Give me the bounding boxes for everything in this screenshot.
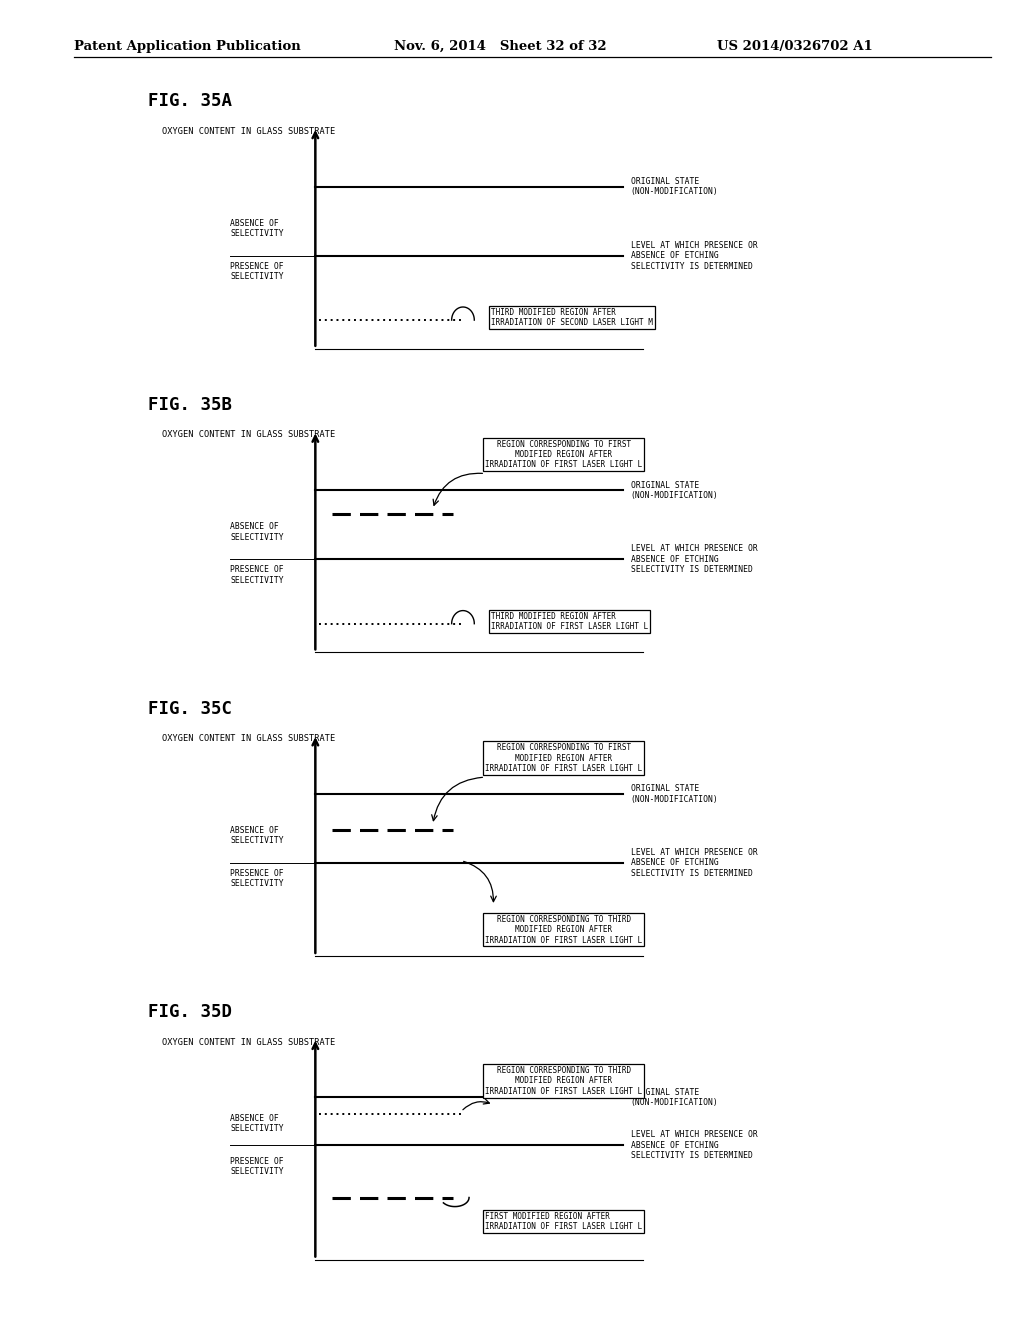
Text: OXYGEN CONTENT IN GLASS SUBSTRATE: OXYGEN CONTENT IN GLASS SUBSTRATE: [162, 1038, 335, 1047]
Text: THIRD MODIFIED REGION AFTER
IRRADIATION OF SECOND LASER LIGHT M: THIRD MODIFIED REGION AFTER IRRADIATION …: [492, 308, 653, 327]
Text: LEVEL AT WHICH PRESENCE OR
ABSENCE OF ETCHING
SELECTIVITY IS DETERMINED: LEVEL AT WHICH PRESENCE OR ABSENCE OF ET…: [631, 544, 758, 574]
Text: FIG. 35A: FIG. 35A: [148, 92, 232, 111]
Text: ABSENCE OF
SELECTIVITY: ABSENCE OF SELECTIVITY: [230, 1114, 284, 1134]
Text: FIG. 35B: FIG. 35B: [148, 396, 232, 414]
Text: LEVEL AT WHICH PRESENCE OR
ABSENCE OF ETCHING
SELECTIVITY IS DETERMINED: LEVEL AT WHICH PRESENCE OR ABSENCE OF ET…: [631, 847, 758, 878]
Text: PRESENCE OF
SELECTIVITY: PRESENCE OF SELECTIVITY: [230, 565, 284, 585]
Text: REGION CORRESPONDING TO FIRST
MODIFIED REGION AFTER
IRRADIATION OF FIRST LASER L: REGION CORRESPONDING TO FIRST MODIFIED R…: [485, 440, 642, 470]
Text: OXYGEN CONTENT IN GLASS SUBSTRATE: OXYGEN CONTENT IN GLASS SUBSTRATE: [162, 430, 335, 440]
Text: THIRD MODIFIED REGION AFTER
IRRADIATION OF FIRST LASER LIGHT L: THIRD MODIFIED REGION AFTER IRRADIATION …: [492, 611, 648, 631]
Text: ORIGINAL STATE
(NON-MODIFICATION): ORIGINAL STATE (NON-MODIFICATION): [631, 784, 719, 804]
Text: FIRST MODIFIED REGION AFTER
IRRADIATION OF FIRST LASER LIGHT L: FIRST MODIFIED REGION AFTER IRRADIATION …: [485, 1212, 642, 1232]
Text: LEVEL AT WHICH PRESENCE OR
ABSENCE OF ETCHING
SELECTIVITY IS DETERMINED: LEVEL AT WHICH PRESENCE OR ABSENCE OF ET…: [631, 240, 758, 271]
Text: OXYGEN CONTENT IN GLASS SUBSTRATE: OXYGEN CONTENT IN GLASS SUBSTRATE: [162, 127, 335, 136]
Text: REGION CORRESPONDING TO THIRD
MODIFIED REGION AFTER
IRRADIATION OF FIRST LASER L: REGION CORRESPONDING TO THIRD MODIFIED R…: [485, 1065, 642, 1096]
Text: REGION CORRESPONDING TO THIRD
MODIFIED REGION AFTER
IRRADIATION OF FIRST LASER L: REGION CORRESPONDING TO THIRD MODIFIED R…: [485, 915, 642, 945]
Text: ABSENCE OF
SELECTIVITY: ABSENCE OF SELECTIVITY: [230, 826, 284, 845]
Text: ORIGINAL STATE
(NON-MODIFICATION): ORIGINAL STATE (NON-MODIFICATION): [631, 177, 719, 197]
Text: PRESENCE OF
SELECTIVITY: PRESENCE OF SELECTIVITY: [230, 1156, 284, 1176]
Text: FIG. 35D: FIG. 35D: [148, 1003, 232, 1022]
Text: ORIGINAL STATE
(NON-MODIFICATION): ORIGINAL STATE (NON-MODIFICATION): [631, 1088, 719, 1107]
Text: PRESENCE OF
SELECTIVITY: PRESENCE OF SELECTIVITY: [230, 869, 284, 888]
Text: ABSENCE OF
SELECTIVITY: ABSENCE OF SELECTIVITY: [230, 523, 284, 541]
Text: ABSENCE OF
SELECTIVITY: ABSENCE OF SELECTIVITY: [230, 219, 284, 238]
Text: US 2014/0326702 A1: US 2014/0326702 A1: [717, 40, 872, 53]
Text: OXYGEN CONTENT IN GLASS SUBSTRATE: OXYGEN CONTENT IN GLASS SUBSTRATE: [162, 734, 335, 743]
Text: FIG. 35C: FIG. 35C: [148, 700, 232, 718]
Text: PRESENCE OF
SELECTIVITY: PRESENCE OF SELECTIVITY: [230, 261, 284, 281]
Text: REGION CORRESPONDING TO FIRST
MODIFIED REGION AFTER
IRRADIATION OF FIRST LASER L: REGION CORRESPONDING TO FIRST MODIFIED R…: [485, 743, 642, 774]
Text: ORIGINAL STATE
(NON-MODIFICATION): ORIGINAL STATE (NON-MODIFICATION): [631, 480, 719, 500]
Text: Nov. 6, 2014   Sheet 32 of 32: Nov. 6, 2014 Sheet 32 of 32: [394, 40, 607, 53]
Text: LEVEL AT WHICH PRESENCE OR
ABSENCE OF ETCHING
SELECTIVITY IS DETERMINED: LEVEL AT WHICH PRESENCE OR ABSENCE OF ET…: [631, 1130, 758, 1160]
Text: Patent Application Publication: Patent Application Publication: [74, 40, 300, 53]
